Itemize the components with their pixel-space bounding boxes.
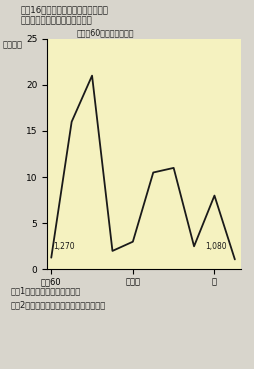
Text: 注、1　検察統計年報による。: 注、1 検察統計年報による。	[10, 286, 80, 295]
Text: 新規受理人員の推移: 新規受理人員の推移	[20, 17, 92, 25]
Text: 1,080: 1,080	[204, 242, 226, 251]
Text: 1,270: 1,270	[53, 242, 75, 251]
Text: 2　巻末資料１－６表の注５に同じ。: 2 巻末資料１－６表の注５に同じ。	[10, 301, 105, 310]
Text: （昭和60年－平成６年）: （昭和60年－平成６年）	[76, 29, 133, 38]
Text: （千人）: （千人）	[3, 41, 22, 49]
Text: １－16図　公職選挙法違反の検察庁: １－16図 公職選挙法違反の検察庁	[20, 6, 108, 14]
